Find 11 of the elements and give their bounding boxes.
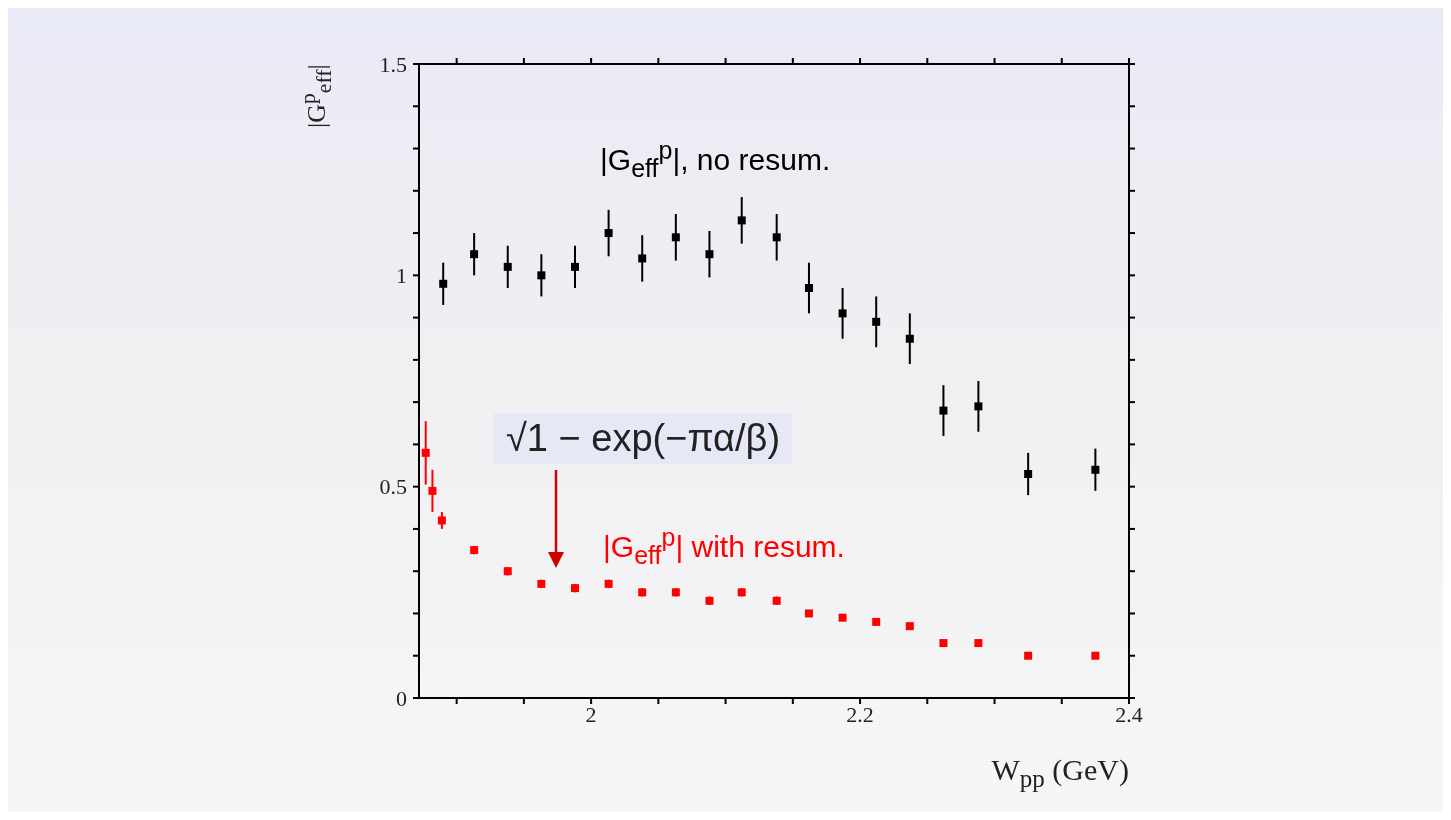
x-tick-label: 2.4 xyxy=(1115,701,1143,727)
x-tick-label: 2 xyxy=(585,701,597,727)
annotation: √1 − exp(−πα/β) xyxy=(506,417,781,459)
y-tick-label: 1.5 xyxy=(379,51,407,77)
y-tick-label: 0.5 xyxy=(379,474,407,500)
series-label: |G$_{eff}$$^{p}$|, no resum. xyxy=(600,136,831,182)
y-tick-label: 1 xyxy=(396,263,407,289)
x-tick-label: 2.2 xyxy=(846,701,874,727)
series-label: |G$_{eff}$$^{p}$| with resum. xyxy=(603,523,845,569)
x-axis-title: W$_{pp}$ (GeV) xyxy=(991,753,1129,792)
y-tick-label: 0 xyxy=(396,685,407,711)
